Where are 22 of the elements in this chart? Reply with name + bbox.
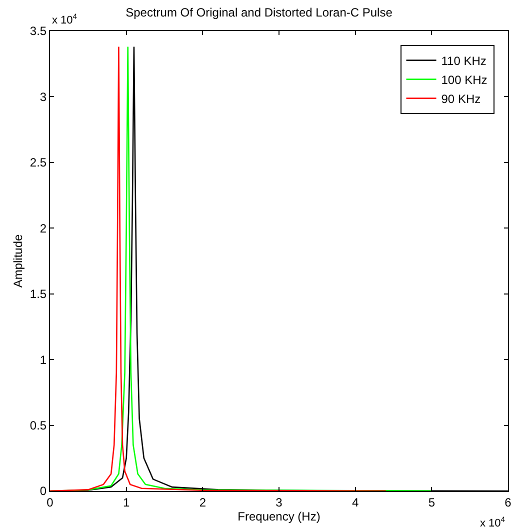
text: x 10$^{4}$ bbox=[52, 12, 78, 27]
chart-title: Spectrum Of Original and Distorted Loran-C Pulse bbox=[126, 5, 393, 20]
x-tick-label: 1 bbox=[122, 495, 130, 510]
y-tick-label: 2 bbox=[40, 221, 47, 236]
x-tick-label: 5 bbox=[428, 495, 436, 510]
y-axis-title: Amplitude bbox=[11, 234, 26, 288]
y-tick-label: 0.5 bbox=[30, 418, 47, 432]
x-tick-label: 4 bbox=[352, 495, 359, 510]
y-tick-label: 2.5 bbox=[30, 156, 47, 170]
x-tick-label: 2 bbox=[199, 495, 206, 510]
x-tick-label: 3 bbox=[276, 495, 283, 510]
y-tick-label: 3.5 bbox=[30, 24, 47, 38]
legend-label: 90 KHz bbox=[441, 92, 481, 106]
y-tick-label: 1.5 bbox=[30, 287, 47, 302]
legend-label: 100 KHz bbox=[441, 72, 488, 87]
y-tick-label: 3 bbox=[40, 90, 47, 104]
text: x 10$^{4}$ bbox=[480, 515, 506, 529]
legend-label: 110 KHz bbox=[441, 54, 486, 68]
x-axis-title: Frequency (Hz) bbox=[238, 509, 320, 524]
y-tick-label: 1 bbox=[40, 352, 47, 367]
y-tick-label: 0 bbox=[40, 484, 47, 498]
x-tick-label: 6 bbox=[504, 495, 512, 510]
